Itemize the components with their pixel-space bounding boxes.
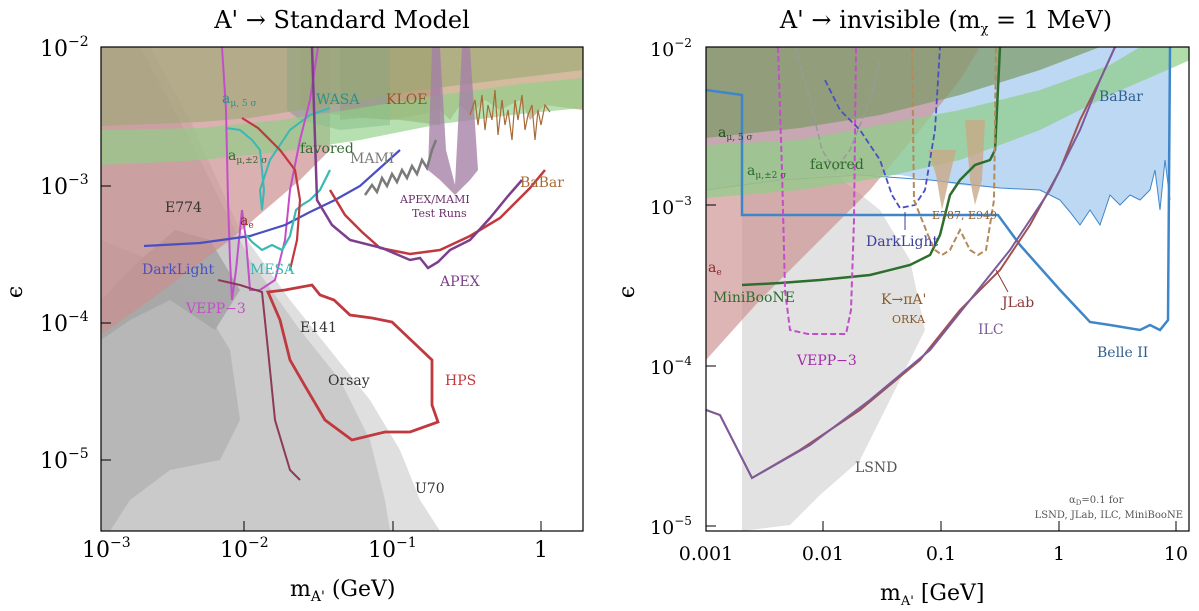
label-orsay: Orsay — [328, 373, 370, 389]
curve-apex — [310, 47, 523, 270]
label-apexmami-2: Test Runs — [412, 207, 467, 220]
label-note-1: αD=0.1 for — [1069, 495, 1124, 507]
region-amu-favored-inv — [706, 47, 1189, 198]
label-mesa: MESA — [250, 262, 295, 278]
label-apex: APEX — [439, 274, 480, 290]
label-babar: BaBar — [520, 175, 564, 191]
right-ytick-1: 10−3 — [650, 194, 692, 219]
label-amu2-inv: aμ,±2 σ — [747, 163, 786, 181]
label-amu2: aμ,±2 σ — [228, 148, 267, 166]
left-ylabel: ϵ — [3, 286, 28, 298]
right-panel: A' → invisible (mχ = 1 MeV) — [615, 6, 1190, 609]
label-u70: U70 — [415, 481, 445, 497]
label-ae-inv: ae — [708, 260, 722, 278]
region-e787 — [928, 150, 956, 210]
right-xtick-3: 1 — [1053, 543, 1065, 565]
label-darklight-inv: DarkLight — [866, 234, 939, 250]
label-vepp3-inv: VEPP−3 — [796, 353, 857, 369]
label-apexmami-1: APEX/MAMI — [399, 193, 470, 206]
right-xtick-4: 10 — [1164, 543, 1188, 565]
right-ytick-2: 10−4 — [650, 354, 692, 379]
curve-belle2 — [706, 47, 1172, 332]
left-xtick-2: 10−1 — [368, 535, 417, 563]
label-e774: E774 — [165, 200, 202, 216]
curve-ae — [241, 117, 302, 271]
right-labels: BaBar aμ, 5 σ aμ,±2 σ favored E787, E949… — [708, 89, 1183, 521]
left-plot-area — [101, 47, 583, 531]
left-labels: aμ, 5 σ WASA KLOE aμ,±2 σ favored MAMI B… — [142, 91, 564, 497]
right-ylabel: ϵ — [615, 286, 640, 298]
left-xlabel: mA' (GeV) — [290, 577, 395, 605]
label-favored: favored — [300, 141, 354, 157]
curve-mami — [363, 139, 438, 196]
left-xtick-0: 10−3 — [82, 535, 131, 563]
curve-apex-red — [328, 169, 546, 256]
label-orka: ORKA — [892, 313, 926, 326]
label-e141: E141 — [300, 320, 337, 336]
label-wasa: WASA — [316, 92, 360, 108]
right-xtick-1: 0.01 — [802, 543, 844, 565]
left-xtick-1: 10−2 — [220, 535, 269, 563]
curve-dashed-gray — [794, 47, 881, 172]
curve-babar — [469, 89, 551, 141]
label-kloe: KLOE — [386, 92, 427, 108]
right-ytick-3: 10−5 — [650, 514, 692, 539]
right-title: A' → invisible (mχ = 1 MeV) — [779, 6, 1112, 37]
left-xtick-3: 1 — [534, 538, 548, 563]
curve-miniboone — [741, 47, 1002, 287]
curve-ilc — [706, 47, 1116, 480]
region-e949 — [965, 120, 985, 205]
curve-darklight — [143, 149, 401, 248]
label-e787: E787, E949 — [932, 209, 997, 222]
label-mami: MAMI — [350, 151, 394, 167]
right-xtick-0: 0.001 — [679, 543, 733, 565]
label-ae: ae — [240, 213, 254, 231]
left-ytick-3: 10−5 — [40, 446, 89, 474]
curve-vepp3-inv — [777, 47, 857, 335]
label-babar-inv: BaBar — [1099, 89, 1143, 105]
label-ilc: ILC — [978, 322, 1004, 338]
label-kpia: K→πA' — [881, 292, 926, 308]
left-title: A' → Standard Model — [213, 6, 470, 34]
label-favored-inv: favored — [810, 157, 864, 173]
left-ytick-0: 10−2 — [40, 34, 89, 62]
left-ytick-1: 10−3 — [40, 172, 89, 200]
label-note-2: LSND, JLab, ILC, MiniBooNE — [1035, 510, 1183, 521]
right-frame — [705, 46, 1190, 532]
label-miniboone: MiniBooNE — [713, 290, 795, 306]
label-darklight: DarkLight — [142, 262, 215, 278]
right-ytick-0: 10−2 — [650, 36, 692, 61]
curve-orka — [911, 47, 997, 257]
label-belle2: Belle II — [1097, 345, 1148, 361]
label-hps: HPS — [445, 373, 476, 389]
left-ytick-2: 10−4 — [40, 309, 89, 337]
label-amu5-inv: aμ, 5 σ — [718, 125, 753, 143]
right-plot-area — [706, 47, 1189, 531]
left-panel: A' → Standard Model — [3, 6, 584, 605]
label-lsnd: LSND — [855, 460, 897, 476]
arrow-jlab — [995, 269, 1009, 293]
curve-mesa — [245, 169, 331, 252]
label-vepp3: VEPP−3 — [185, 301, 246, 317]
curve-hps — [265, 283, 440, 442]
curve-amu5 — [225, 107, 331, 211]
left-frame — [100, 46, 584, 532]
region-amu5-inv — [706, 47, 1100, 138]
right-xlabel: mA' [GeV] — [880, 581, 984, 609]
left-ticks — [100, 46, 542, 531]
label-amu5: aμ, 5 σ — [222, 91, 257, 109]
curve-e141-edge — [217, 279, 301, 481]
right-ticks — [705, 46, 1177, 531]
curve-darklight-inv — [824, 47, 941, 210]
right-xtick-2: 0.1 — [926, 543, 956, 565]
label-jlab: JLab — [1000, 295, 1034, 311]
region-apex-test — [428, 47, 478, 195]
